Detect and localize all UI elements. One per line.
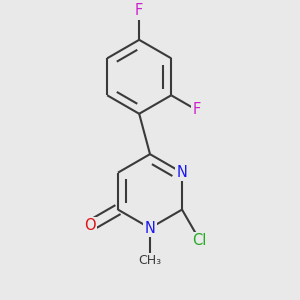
Text: CH₃: CH₃ xyxy=(138,254,162,267)
Text: F: F xyxy=(192,102,200,117)
Text: N: N xyxy=(177,165,188,180)
Text: F: F xyxy=(135,3,143,18)
Text: O: O xyxy=(84,218,96,233)
Text: Cl: Cl xyxy=(193,233,207,248)
Text: N: N xyxy=(145,220,155,236)
